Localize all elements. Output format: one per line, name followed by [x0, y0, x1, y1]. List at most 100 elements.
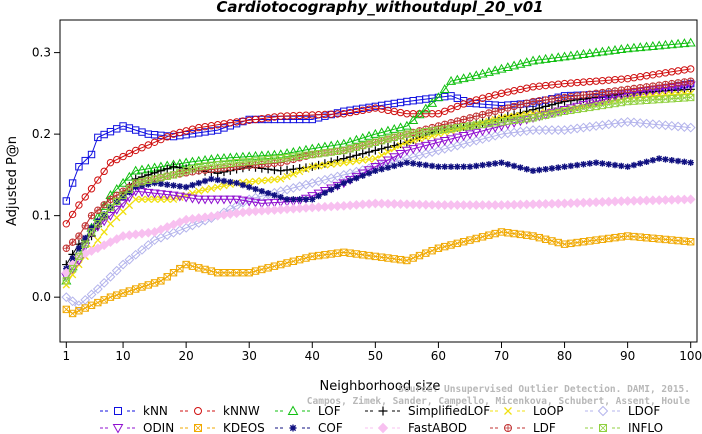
data-point: [453, 239, 462, 248]
data-point: [144, 195, 152, 204]
data-point: [516, 101, 525, 109]
legend-item-KDEOS: KDEOS: [180, 421, 265, 434]
x-tick-label: 70: [494, 349, 509, 363]
data-point: [635, 42, 646, 52]
x-tick-label: 20: [178, 349, 193, 363]
data-point: [264, 190, 272, 197]
data-point: [68, 238, 77, 246]
data-point: [447, 163, 455, 170]
data-point: [401, 146, 412, 156]
data-point: [668, 79, 676, 88]
data-point: [100, 211, 108, 218]
data-point: [599, 160, 606, 167]
data-point: [560, 93, 569, 102]
data-point: [302, 254, 310, 262]
data-point: [237, 151, 248, 161]
data-point: [630, 84, 638, 93]
data-point: [314, 162, 323, 170]
data-point: [578, 49, 589, 58]
data-point: [320, 159, 330, 168]
data-point: [605, 161, 612, 168]
data-point: [635, 118, 646, 128]
data-point: [679, 38, 690, 48]
data-point: [156, 166, 166, 176]
data-point: [352, 151, 361, 160]
data-point: [686, 93, 695, 102]
data-point: [458, 73, 469, 83]
data-point: [535, 97, 544, 105]
data-point: [454, 163, 461, 170]
data-point: [100, 167, 108, 176]
chart-title: Cardiotocography_withoutdupl_20_v01: [216, 0, 543, 16]
data-point: [174, 192, 185, 202]
data-point: [201, 265, 209, 274]
x-tick-label: 80: [557, 349, 572, 363]
data-point: [62, 305, 71, 314]
data-point: [75, 232, 83, 240]
data-point: [414, 199, 425, 210]
data-point: [138, 283, 146, 291]
data-point: [660, 120, 671, 131]
data-point: [541, 235, 550, 243]
data-point: [214, 183, 222, 191]
data-point: [622, 43, 633, 53]
data-point: [150, 138, 159, 146]
data-point: [206, 195, 217, 205]
data-point: [151, 179, 158, 187]
data-point: [382, 125, 394, 135]
data-point: [555, 164, 562, 171]
data-point: [75, 307, 83, 315]
data-point: [231, 152, 242, 162]
data-point: [283, 196, 291, 203]
data-point: [345, 152, 355, 162]
data-point: [523, 165, 530, 173]
data-point: [258, 177, 266, 185]
data-point: [420, 199, 431, 210]
data-point: [118, 177, 129, 187]
data-point: [68, 210, 77, 219]
data-point: [106, 293, 115, 301]
data-point: [479, 161, 486, 169]
data-point: [408, 115, 419, 124]
data-point: [125, 201, 134, 210]
data-point: [106, 158, 115, 167]
data-point: [554, 238, 562, 247]
data-point: [453, 117, 462, 125]
data-point: [119, 207, 127, 216]
data-point: [509, 60, 520, 70]
x-tick-label: 50: [368, 349, 383, 363]
data-point: [647, 41, 658, 50]
data-point: [447, 105, 455, 113]
data-point: [485, 109, 493, 117]
data-point: [636, 83, 644, 92]
data-point: [472, 234, 480, 243]
data-point: [188, 262, 197, 270]
data-point: [143, 240, 154, 250]
legend-label: FastABOD: [408, 421, 467, 434]
data-point: [668, 157, 675, 164]
series-INFLO: [62, 93, 695, 285]
data-point: [629, 117, 639, 128]
legend-label: INFLO: [628, 421, 663, 434]
data-point: [383, 142, 393, 152]
data-point: [225, 195, 236, 205]
legend-label: KDEOS: [223, 421, 265, 434]
data-point: [100, 228, 108, 236]
data-point: [119, 152, 127, 161]
data-point: [68, 309, 77, 318]
legend-item-LoOP: LoOP: [490, 404, 564, 418]
data-point: [62, 220, 71, 228]
data-point: [353, 174, 360, 182]
legend-marker: [287, 405, 299, 415]
data-point: [256, 199, 267, 209]
data-point: [534, 54, 545, 64]
data-point: [618, 162, 625, 170]
data-point: [130, 165, 141, 175]
data-point: [138, 182, 146, 189]
data-point: [389, 124, 400, 133]
data-point: [237, 196, 248, 206]
data-point: [258, 187, 266, 195]
data-point: [100, 201, 108, 209]
data-point: [642, 83, 651, 91]
data-point: [207, 267, 216, 275]
